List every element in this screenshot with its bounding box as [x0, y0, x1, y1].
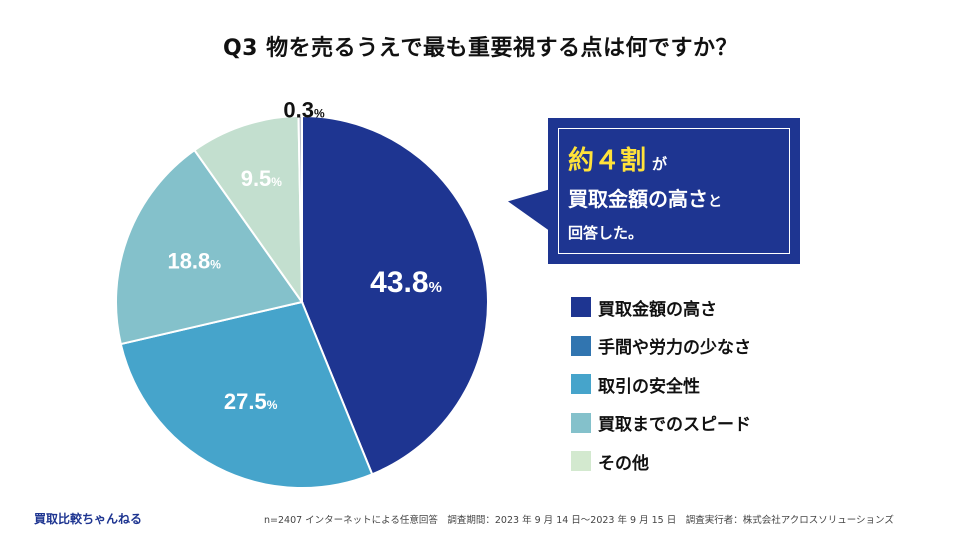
pie-slice	[119, 300, 374, 489]
legend-label: 買取金額の高さ	[598, 299, 717, 320]
pie-slice	[301, 114, 489, 476]
legend-item: 買取までのスピード	[571, 404, 751, 443]
callout-text: 約４割が 買取金額の高さと 回答した。	[568, 140, 722, 243]
legend-item: その他	[571, 442, 751, 481]
chart-title: Q3 物を売るうえで最も重要視する点は何ですか？	[222, 36, 738, 61]
callout-tail	[508, 179, 552, 233]
callout-inner-border	[558, 128, 790, 254]
legend-label: 買取までのスピード	[598, 415, 751, 436]
footnote: n=2407 インターネットによる任意回答 調査期間：2023 年 9 月 14…	[264, 515, 894, 526]
legend-swatch	[571, 374, 591, 395]
callout-line-2: 買取金額の高さと	[568, 183, 722, 212]
pie-value-label: 9.5%	[241, 166, 283, 191]
pie-value-label: 0.3%	[283, 98, 325, 123]
legend-item: 取引の安全性	[571, 365, 751, 404]
legend-swatch	[571, 297, 591, 318]
callout-highlight: 約４割	[568, 146, 647, 176]
pie-value-label: 27.5%	[224, 389, 278, 414]
legend-swatch	[571, 451, 591, 472]
legend-swatch	[571, 412, 591, 433]
brand-name: 買取比較ちゃんねる	[34, 512, 143, 526]
pie-slice	[297, 114, 303, 303]
legend-swatch	[571, 335, 591, 356]
legend: 買取金額の高さ 手間や労力の少なさ 取引の安全性 買取までのスピード その他	[571, 288, 751, 481]
callout-line-3: 回答した。	[568, 224, 644, 242]
legend-item: 買取金額の高さ	[571, 288, 751, 327]
legend-label: 手間や労力の少なさ	[598, 338, 751, 359]
callout-line-2-suffix: と	[708, 194, 722, 210]
callout-line-2-text: 買取金額の高さ	[568, 187, 708, 211]
callout-line-1: 約４割が	[568, 140, 722, 177]
pie-value-label: 18.8%	[167, 249, 221, 274]
legend-label: 取引の安全性	[598, 376, 700, 397]
legend-label: その他	[598, 453, 649, 474]
callout-particle: が	[652, 155, 668, 173]
pie-value-label: 43.8%	[370, 266, 442, 299]
callout-box: 約４割が 買取金額の高さと 回答した。	[548, 118, 800, 264]
pie-slice	[193, 115, 304, 306]
legend-item: 手間や労力の少なさ	[571, 327, 751, 366]
pie-slice	[115, 148, 304, 346]
